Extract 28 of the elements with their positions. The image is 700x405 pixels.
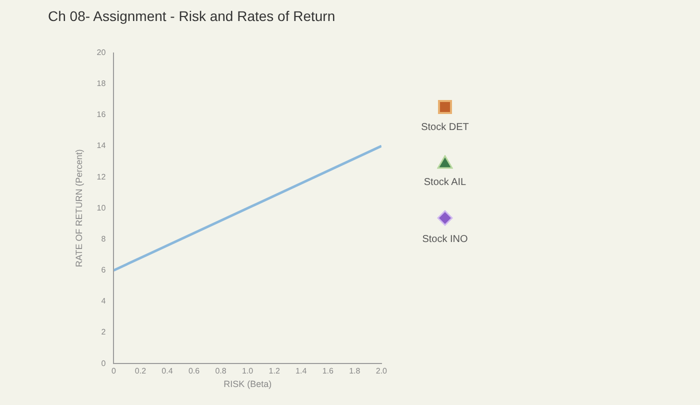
x-tick-label: 0.2 [134,366,147,376]
chart-title: Ch 08- Assignment - Risk and Rates of Return [48,8,336,24]
y-tick-label: 0 [101,358,106,368]
text: Stock INO [421,234,469,245]
text: Stock AIL [422,177,468,188]
x-tick-label: 1.2 [268,366,280,376]
x-tick-label: 1.8 [349,366,361,376]
x-tick-label: 0.4 [162,366,174,376]
y-tick-label: 20 [96,48,106,58]
x-tick-label: 2.0 [376,366,388,376]
y-tick-label: 2 [101,328,106,337]
y-axis-title: RATE OF RETURN (Percent) [74,149,84,268]
x-tick-label: 0.8 [215,366,227,376]
x-tick-label: 0.6 [188,366,200,376]
x-tick-label: 1.6 [322,366,334,376]
x-tick-label: 0 [111,366,116,376]
y-tick-label: 4 [101,296,106,306]
y-tick-label: 16 [96,110,106,120]
y-tick-label: 18 [96,79,106,88]
y-tick-label: 14 [96,141,106,150]
y-tick-label: 6 [101,266,106,275]
x-tick-label: 1.0 [242,366,254,376]
y-tick-label: 10 [96,203,106,212]
x-tick-label: 1.4 [296,366,308,376]
y-tick-label: 12 [96,172,106,182]
y-tick-label: 8 [101,234,106,244]
x-axis-title: RISK (Beta) [224,379,272,390]
text: Stock DET [420,122,470,133]
